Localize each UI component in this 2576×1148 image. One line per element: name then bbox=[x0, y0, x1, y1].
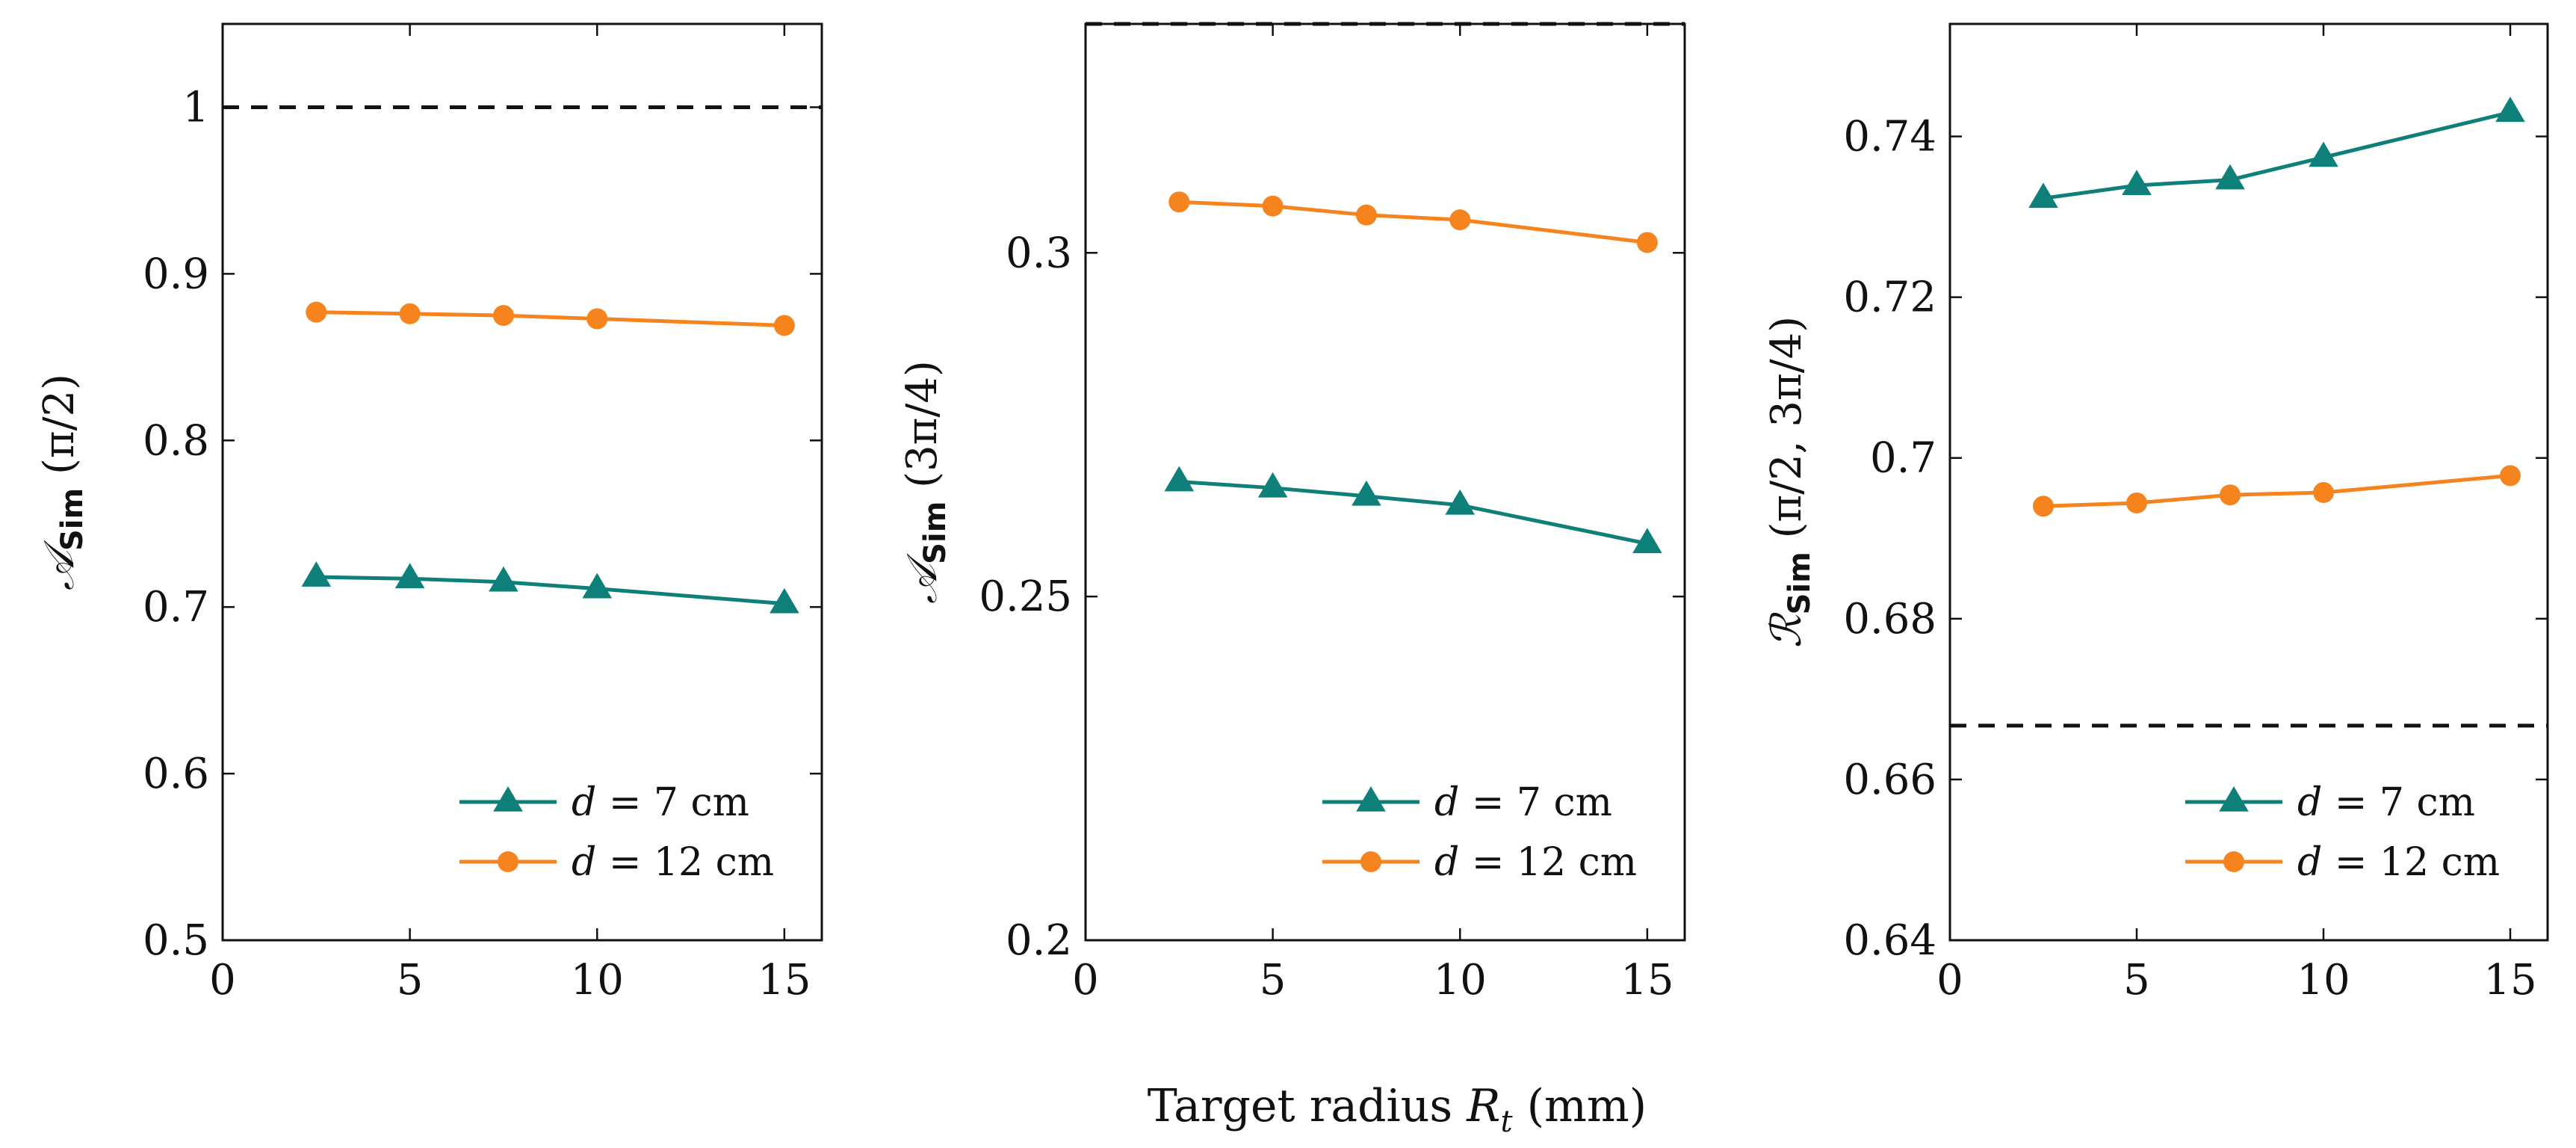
legend-marker-circle bbox=[1360, 851, 1381, 872]
data-point-circle bbox=[586, 308, 608, 330]
data-point-circle bbox=[306, 301, 327, 323]
x-tick-label: 0 bbox=[1072, 956, 1099, 1004]
y-tick-label: 0.66 bbox=[1843, 756, 1936, 804]
y-axis-label: ℛSim (π/2, 3π/4) bbox=[1762, 316, 1817, 648]
series-line-d12 bbox=[1179, 200, 1648, 244]
data-point-triangle bbox=[1632, 528, 1662, 554]
series-line-d7 bbox=[316, 575, 785, 606]
y-tick-label: 0.5 bbox=[143, 916, 209, 965]
data-point-triangle bbox=[1257, 472, 1288, 498]
data-point-circle bbox=[2500, 465, 2521, 487]
y-tick-label: 1 bbox=[182, 83, 209, 132]
legend-label: d = 12 cm bbox=[2297, 840, 2500, 885]
legend-marker-triangle bbox=[2219, 786, 2249, 812]
x-tick-label: 5 bbox=[1260, 956, 1287, 1004]
legend-marker-triangle bbox=[1356, 786, 1386, 812]
data-point-triangle bbox=[301, 561, 332, 587]
y-tick-label: 0.7 bbox=[1870, 434, 1936, 483]
chart-panel-3: 0 5 10 150.640.660.680.70.720.74d = 7 cmd =… bbox=[1762, 22, 2549, 1004]
y-tick-label: 0.7 bbox=[143, 583, 209, 632]
legend-label: d = 12 cm bbox=[1434, 840, 1637, 885]
data-point-triangle bbox=[489, 566, 518, 592]
data-point-circle bbox=[1449, 209, 1471, 231]
x-tick-label: 5 bbox=[2123, 956, 2150, 1004]
y-tick-label: 0.8 bbox=[143, 416, 209, 465]
y-tick-label: 0.9 bbox=[143, 250, 209, 298]
legend-label: d = 7 cm bbox=[2297, 780, 2475, 825]
data-point-triangle bbox=[2122, 170, 2152, 195]
data-point-circle bbox=[492, 305, 514, 327]
legend-marker-circle bbox=[2223, 851, 2244, 872]
y-tick-label: 0.2 bbox=[1006, 916, 1072, 965]
x-tick-label: 15 bbox=[1620, 956, 1674, 1004]
data-point-triangle bbox=[770, 587, 799, 614]
data-point-triangle bbox=[1445, 489, 1476, 515]
data-point-circle bbox=[1262, 195, 1284, 217]
x-tick-label: 10 bbox=[2297, 956, 2350, 1004]
legend-marker-circle bbox=[498, 851, 518, 872]
legend: d = 7 cm d = 12 cm bbox=[1322, 780, 1637, 885]
legend-label: d = 12 cm bbox=[572, 840, 774, 885]
data-point-triangle bbox=[394, 563, 425, 589]
x-tick-label: 10 bbox=[571, 956, 624, 1004]
series-line-d12 bbox=[316, 310, 784, 327]
y-tick-label: 0.25 bbox=[979, 573, 1072, 621]
series-line-d7 bbox=[1179, 480, 1648, 546]
series-line-d12 bbox=[2043, 473, 2511, 508]
y-tick-label: 0.68 bbox=[1843, 595, 1936, 644]
legend-marker-triangle bbox=[493, 786, 523, 812]
data-point-triangle bbox=[2028, 182, 2058, 209]
plot-frame bbox=[1948, 22, 2549, 942]
x-tick-label: 15 bbox=[758, 956, 811, 1004]
data-point-circle bbox=[2220, 484, 2241, 506]
series-line-d7 bbox=[2043, 110, 2511, 200]
legend-label: d = 7 cm bbox=[572, 780, 749, 825]
data-point-circle bbox=[2313, 481, 2334, 503]
plot-frame bbox=[221, 22, 823, 942]
data-point-triangle bbox=[2309, 141, 2338, 167]
data-point-circle bbox=[2126, 492, 2147, 513]
data-point-circle bbox=[2033, 496, 2054, 517]
data-point-triangle bbox=[582, 573, 613, 599]
shared-x-axis-label: Target radius Rt (mm) bbox=[1148, 1080, 1647, 1139]
x-tick-label: 15 bbox=[2483, 956, 2536, 1004]
data-point-triangle bbox=[2215, 164, 2245, 190]
y-axis-label: 𝒜Sim (π/2) bbox=[35, 374, 90, 590]
data-point-triangle bbox=[1352, 480, 1381, 506]
y-axis-label: 𝒜Sim (3π/4) bbox=[898, 360, 953, 604]
data-point-circle bbox=[1168, 191, 1190, 213]
legend-label: d = 7 cm bbox=[1434, 780, 1612, 825]
data-point-circle bbox=[399, 303, 421, 324]
data-point-triangle bbox=[2495, 96, 2525, 123]
x-tick-label: 5 bbox=[397, 956, 424, 1004]
legend: d = 7 cm d = 12 cm bbox=[459, 780, 774, 885]
data-point-circle bbox=[773, 315, 795, 336]
x-tick-label: 0 bbox=[209, 956, 236, 1004]
chart-panel-2: 0 5 10 15 0.2 0.25 0.3 d = 7 cm d = 12 cm 𝒜Sim (3… bbox=[898, 22, 1686, 1004]
y-tick-label: 0.3 bbox=[1006, 229, 1072, 277]
legend: d = 7 cm d = 12 cm bbox=[2185, 780, 2500, 885]
y-tick-label: 0.72 bbox=[1843, 274, 1936, 322]
chart-panel-1: 0 5 10 15 0.5 0.6 0.7 0.8 0.9 1 d = 7 cm d = 12 cm 𝒜… bbox=[35, 22, 823, 1004]
y-tick-label: 0.64 bbox=[1843, 916, 1936, 965]
x-tick-label: 10 bbox=[1434, 956, 1487, 1004]
y-tick-label: 0.74 bbox=[1843, 113, 1936, 161]
data-point-triangle bbox=[1164, 466, 1195, 492]
y-tick-label: 0.6 bbox=[143, 750, 209, 798]
data-point-circle bbox=[1636, 232, 1658, 253]
data-point-circle bbox=[1355, 204, 1377, 226]
x-tick-label: 0 bbox=[1936, 956, 1963, 1004]
